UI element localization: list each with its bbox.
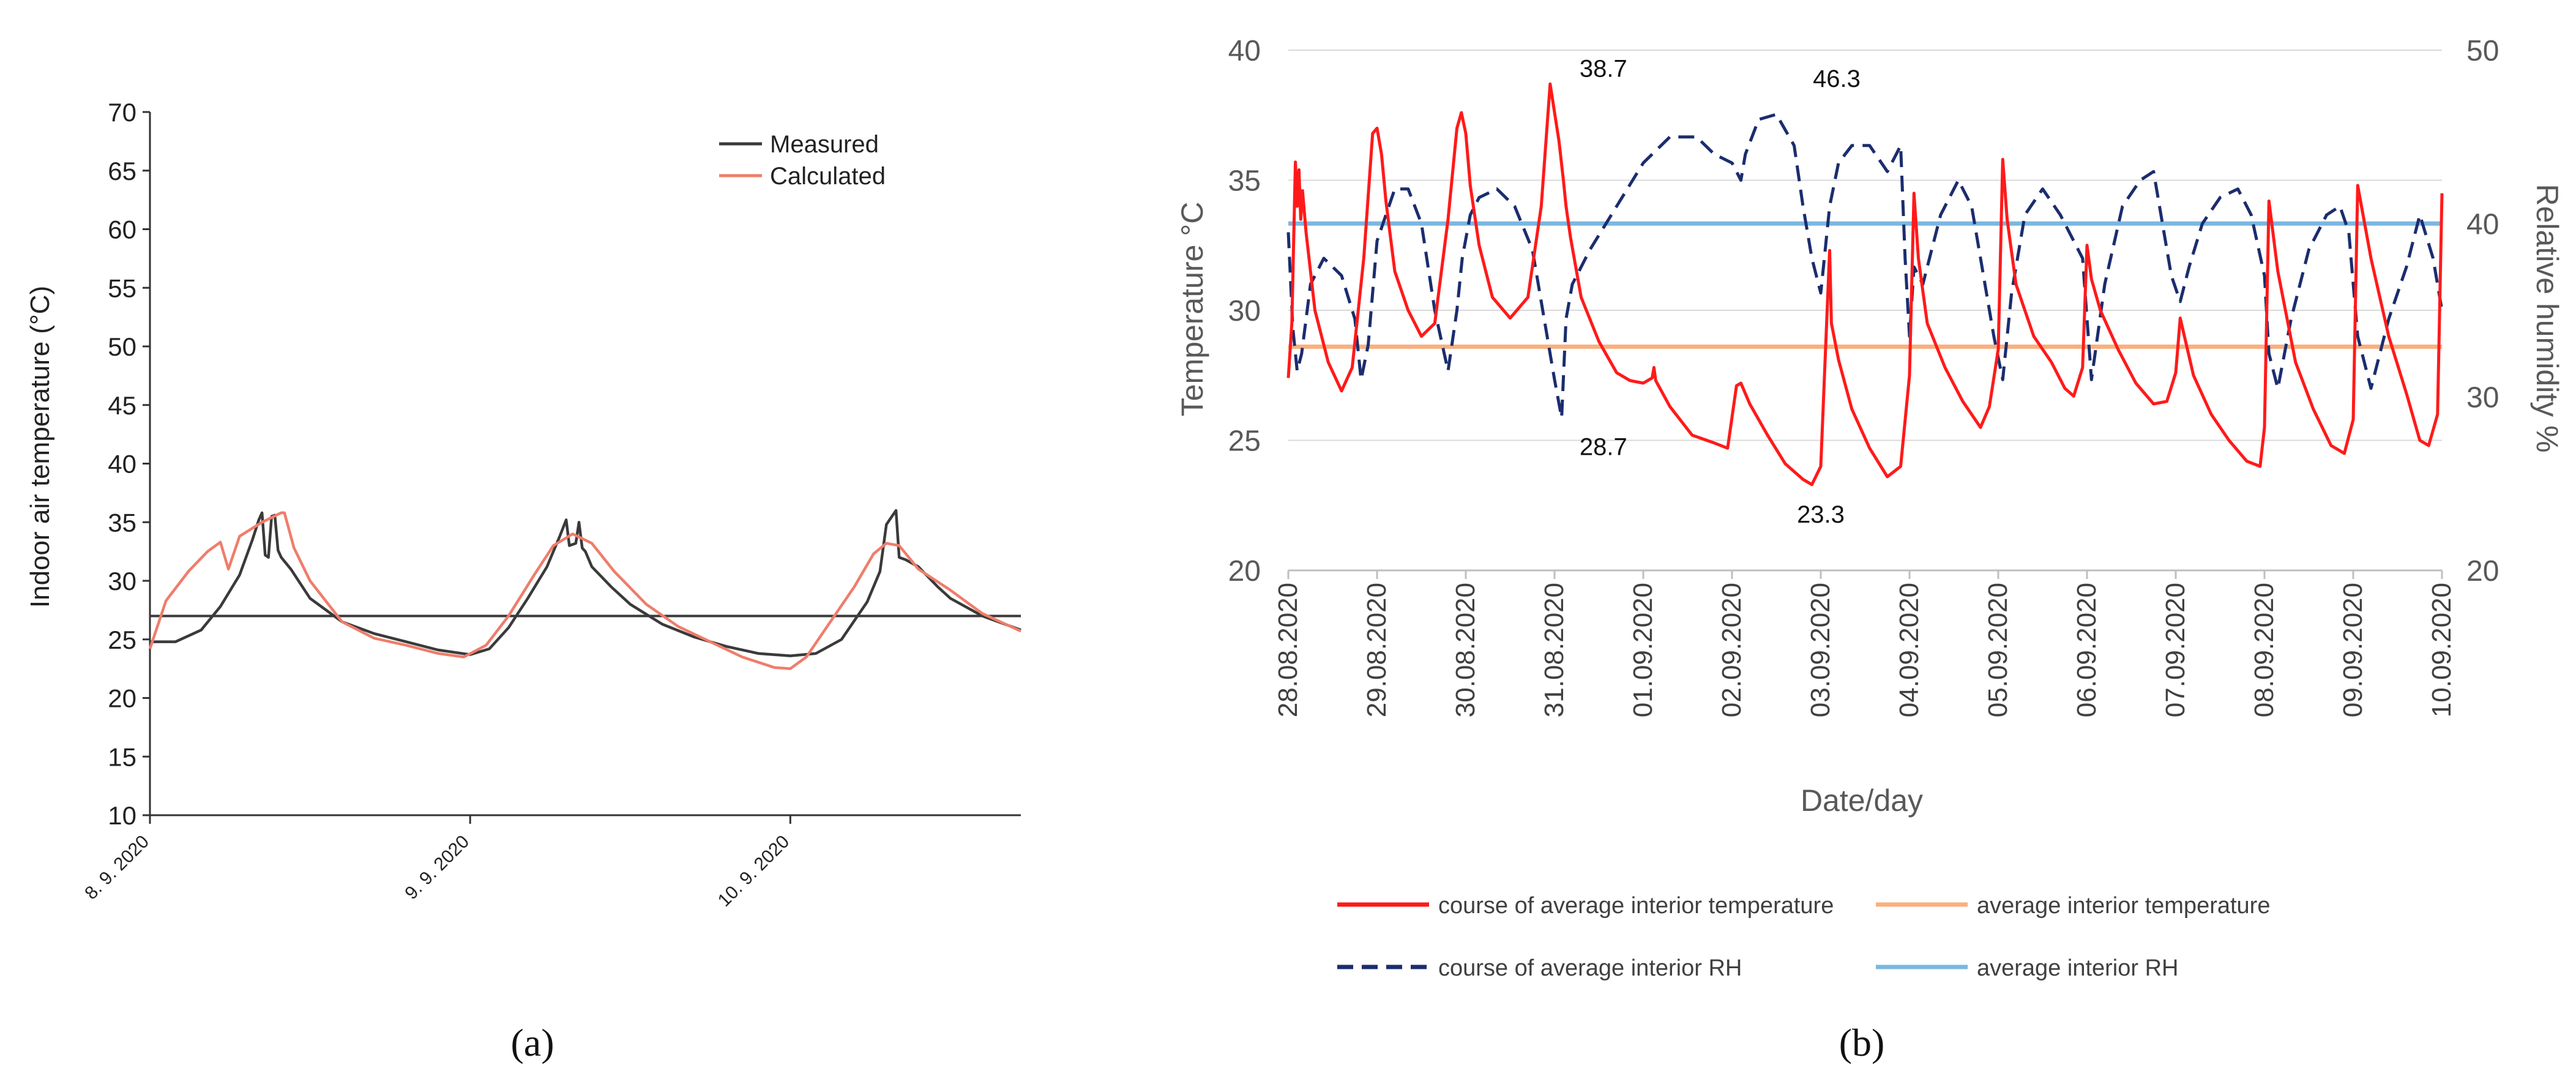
panel-b-series-course-of-average-interior-rh (1286, 113, 2444, 420)
panel-a-y-tick-label: 25 (108, 625, 136, 654)
panel-b-x-tick-label: 03.09.2020 (1805, 583, 1835, 717)
panel-b-x-tick-label: 31.08.2020 (1539, 583, 1569, 717)
panel-b-legend-label: average interior RH (1977, 955, 2178, 981)
panel-a-y-tick-label: 40 (108, 450, 136, 479)
panel-b-x-tick-label: 01.09.2020 (1628, 583, 1658, 717)
panel-b: 20 25 30 35 40 20 30 40 50 28.08.2020 29.08.2020 30… (1175, 35, 2564, 1064)
panel-b-x-tick-label: 04.09.2020 (1894, 583, 1924, 717)
panel-a-series-calculated (148, 511, 1021, 670)
panel-a-label: (a) (510, 1021, 554, 1064)
panel-b-x-tick-label: 09.09.2020 (2338, 583, 2368, 717)
panel-a-y-tick-label: 45 (108, 391, 136, 420)
panel-a-x-tick-label: 10. 9. 2020 (714, 832, 793, 911)
panel-b-y-tick-label: 20 (1228, 555, 1261, 588)
panel-a-y-tick-label: 55 (108, 274, 136, 302)
panel-a-series-measured (150, 509, 1021, 657)
panel-b-y-tick-label: 40 (1228, 35, 1261, 67)
panel-a-y-axis-label: Indoor air temperature (°C) (25, 286, 55, 608)
panel-b-x-tick-label: 05.09.2020 (1983, 583, 2013, 717)
panel-b-annotation: 28.7 (1580, 434, 1627, 461)
panel-b-y-tick-label: 25 (1228, 425, 1261, 458)
panel-b-x-tick-label: 02.09.2020 (1717, 583, 1747, 717)
panel-b-y2-axis-label: Relative humidity % (2530, 184, 2564, 452)
panel-a-legend-label: Measured (770, 131, 879, 158)
panel-b-y2-tick-label: 20 (2466, 555, 2499, 588)
panel-b-x-tick-label: 06.09.2020 (2072, 583, 2102, 717)
panel-a-y-tick-label: 30 (108, 567, 136, 595)
panel-b-y-tick-label: 30 (1228, 295, 1261, 327)
panel-b-y2-tick-label: 50 (2466, 35, 2499, 67)
panel-a-legend-label: Calculated (770, 163, 886, 190)
panel-a-y-tick-label: 60 (108, 215, 136, 244)
panel-a-y-tick-label: 50 (108, 332, 136, 361)
panel-b-x-axis-label: Date/day (1801, 783, 1923, 818)
panel-a-y-tick-label: 70 (108, 98, 136, 127)
panel-a-y-tick-label: 20 (108, 684, 136, 713)
panel-b-y2-tick-label: 40 (2466, 208, 2499, 241)
panel-a-legend: Measured Calculated (719, 131, 886, 190)
panel-a-x-tick-label: 8. 9. 2020 (81, 832, 153, 904)
panel-b-x-tick-label: 07.09.2020 (2160, 583, 2190, 717)
panel-a-axes: 10 15 20 25 30 35 40 45 50 55 60 65 70 8. 9. 2020 9. 9… (81, 98, 1021, 911)
panel-b-x-tick-label: 28.08.2020 (1273, 583, 1303, 717)
panel-a: 10 15 20 25 30 35 40 45 50 55 60 65 70 8. 9. 2020 9. 9… (25, 98, 1021, 1064)
panel-b-x-tick-label: 29.08.2020 (1362, 583, 1392, 717)
panel-a-series (148, 509, 1021, 670)
panel-b-label: (b) (1839, 1021, 1885, 1064)
panel-b-axes: 20 25 30 35 40 20 30 40 50 28.08.2020 29.08.2020 30… (1228, 35, 2499, 717)
panel-a-y-tick-label: 35 (108, 508, 136, 537)
panel-b-annotations: 38.7 28.7 46.3 23.3 (1580, 55, 1861, 528)
panel-b-x-tick-label: 10.09.2020 (2427, 583, 2457, 717)
panel-b-x-tick-label: 30.08.2020 (1450, 583, 1480, 717)
panel-b-annotation: 38.7 (1580, 55, 1627, 82)
panel-b-y2-tick-label: 30 (2466, 382, 2499, 414)
panel-b-x-tick-label: 08.09.2020 (2249, 583, 2279, 717)
panel-b-annotation: 46.3 (1813, 65, 1861, 92)
panel-b-legend-label: course of average interior temperature (1438, 893, 1834, 919)
panel-a-y-tick-label: 10 (108, 801, 136, 830)
panel-b-legend: course of average interior temperature av… (1337, 893, 2270, 981)
panel-b-legend-label: average interior temperature (1977, 893, 2270, 919)
panel-a-x-tick-label: 9. 9. 2020 (401, 832, 473, 904)
panel-b-series-course-of-average-interior-temperature (1286, 82, 2444, 487)
panel-b-series (1286, 82, 2444, 487)
panel-b-y-tick-label: 35 (1228, 165, 1261, 198)
panel-a-y-tick-label: 15 (108, 742, 136, 771)
panel-b-annotation: 23.3 (1797, 501, 1845, 528)
panel-a-y-tick-label: 65 (108, 157, 136, 185)
panel-b-y-axis-label: Temperature °C (1175, 202, 1209, 417)
panel-b-legend-label: course of average interior RH (1438, 955, 1742, 981)
